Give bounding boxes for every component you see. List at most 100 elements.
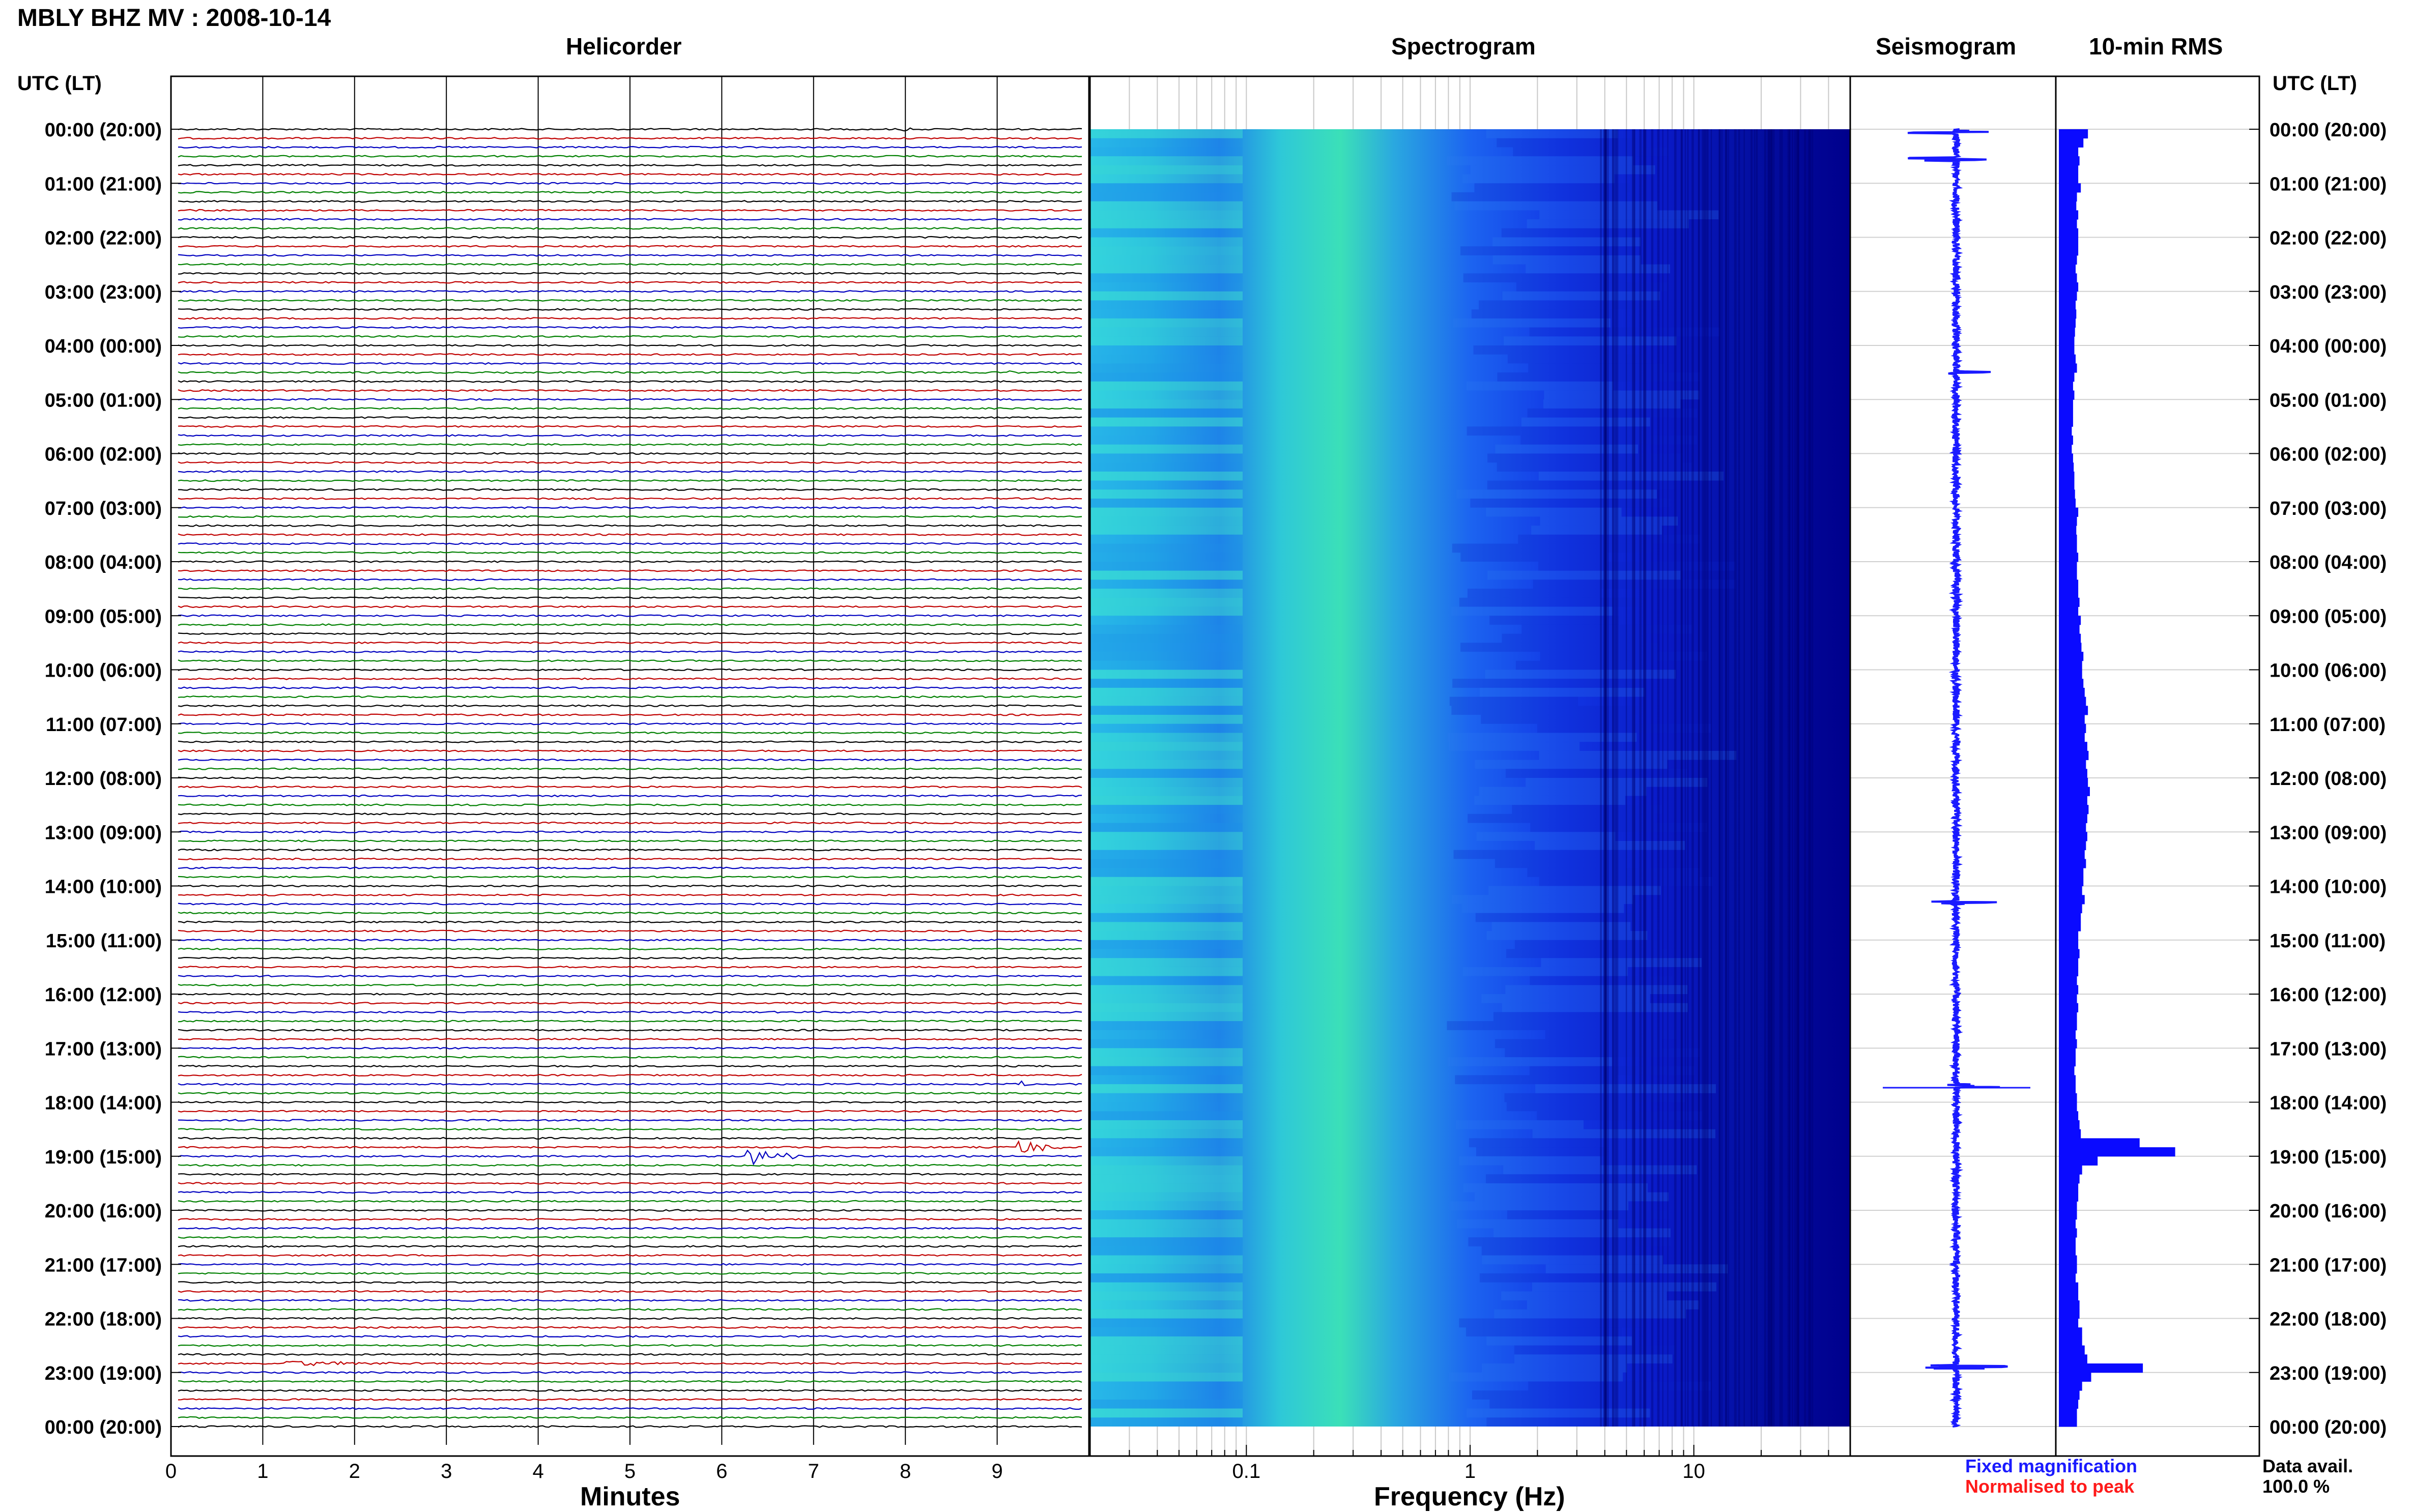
- helicorder-trace: [178, 353, 1082, 356]
- hour-label-left: 23:00 (19:00): [45, 1363, 162, 1384]
- spectrogram-midfreq-band: [1530, 823, 1708, 832]
- spectrogram-midfreq-band: [1514, 940, 1662, 949]
- rms-bar: [2059, 1282, 2079, 1292]
- spectrogram-lowfreq-band: [1090, 633, 1243, 643]
- rms-bar: [2059, 1237, 2076, 1247]
- spectrogram-lowfreq-band: [1090, 1264, 1243, 1273]
- spectrogram-midfreq-band: [1459, 1156, 1601, 1166]
- rms-bar: [2059, 696, 2086, 706]
- spectrogram-lowfreq-band: [1090, 1012, 1243, 1022]
- spectrogram-midfreq-band: [1474, 796, 1625, 805]
- helicorder-trace: [178, 172, 1082, 176]
- helicorder-trace: [178, 1173, 1082, 1176]
- spectrogram-lowfreq-band: [1090, 949, 1243, 958]
- helicorder-trace: [178, 659, 1082, 662]
- helicorder-trace: [178, 920, 1082, 924]
- spectrogram-lowfreq-band: [1090, 1354, 1243, 1364]
- helicorder-trace: [178, 542, 1082, 545]
- spectrogram-midfreq-band: [1502, 1003, 1688, 1012]
- helicorder-frame: [170, 75, 1090, 1457]
- spectrogram-midfreq-band: [1460, 246, 1630, 255]
- rms-bar: [2059, 931, 2079, 941]
- spectrogram-lowfreq-band: [1090, 850, 1243, 859]
- helicorder-trace: [178, 803, 1082, 806]
- helicorder-trace: [178, 731, 1082, 735]
- spectrogram-lowfreq-band: [1090, 1237, 1243, 1246]
- helicorder-trace: [178, 939, 1082, 942]
- spectrogram-midfreq-band: [1475, 760, 1668, 769]
- helicorder-trace: [178, 884, 1082, 888]
- spectrogram-midfreq-band: [1515, 660, 1646, 670]
- spectrogram-lowfreq-band: [1090, 1210, 1243, 1219]
- spectrogram-midfreq-band: [1505, 985, 1688, 994]
- spectrogram-lowfreq-band: [1090, 309, 1243, 318]
- rms-bar: [2059, 1201, 2077, 1211]
- spectrogram-lowfreq-band: [1090, 562, 1243, 571]
- hour-label-left: 15:00 (11:00): [46, 931, 162, 952]
- spectrogram-lowfreq-band: [1090, 138, 1243, 148]
- hour-label-left: 13:00 (09:00): [45, 822, 162, 844]
- helicorder-trace: [178, 281, 1082, 284]
- spectrogram-midfreq-band: [1468, 813, 1655, 823]
- helicorder-trace: [178, 614, 1082, 617]
- rms-bar: [2059, 597, 2080, 607]
- spectrogram-lowfreq-band: [1090, 796, 1243, 805]
- rms-bar: [2059, 129, 2088, 139]
- spectrogram-midfreq-band: [1506, 1102, 1635, 1112]
- helicorder-trace: [178, 686, 1082, 689]
- data-avail-label: Data avail.: [2262, 1456, 2353, 1476]
- spectrogram-lowfreq-band: [1090, 994, 1243, 1003]
- helicorder-trace: [178, 452, 1082, 455]
- helicorder-trace: [178, 407, 1082, 410]
- helicorder-trace: [178, 227, 1082, 230]
- hour-label-right: 17:00 (13:00): [2270, 1038, 2387, 1060]
- rms-bar: [2059, 345, 2075, 355]
- helicorder-trace: [178, 974, 1082, 978]
- spectrogram-lowfreq-band: [1090, 715, 1243, 724]
- spectrogram-midfreq-band: [1532, 1282, 1716, 1292]
- helicorder-trace: [178, 127, 1082, 132]
- rms-bar: [2059, 1354, 2087, 1364]
- helicorder-trace: [178, 380, 1082, 383]
- hour-label-left: 14:00 (10:00): [45, 877, 162, 898]
- hour-label-right: 16:00 (12:00): [2270, 984, 2387, 1006]
- spectrogram-midfreq-band: [1447, 156, 1633, 165]
- spectrogram-midfreq-band: [1505, 1048, 1701, 1057]
- spectrogram-midfreq-band: [1539, 877, 1713, 886]
- spectrogram-lowfreq-band: [1090, 1273, 1243, 1283]
- spectrogram-midfreq-band: [1486, 1417, 1624, 1427]
- rms-bar: [2059, 499, 2076, 508]
- minute-tick-label: 4: [532, 1460, 543, 1482]
- helicorder-trace: [178, 1416, 1082, 1419]
- helicorder-trace: [178, 1344, 1082, 1347]
- spectrogram-lowfreq-band: [1090, 823, 1243, 832]
- spectrogram-midfreq-band: [1527, 408, 1698, 418]
- spectrogram-lowfreq-band: [1090, 1147, 1243, 1156]
- rms-bar: [2059, 354, 2076, 364]
- rms-bar: [2059, 390, 2075, 400]
- spectrogram-midfreq-band: [1461, 904, 1624, 913]
- spectrogram-lowfreq-band: [1090, 570, 1243, 580]
- rms-bar: [2059, 706, 2088, 715]
- spectrogram-midfreq-band: [1463, 273, 1627, 283]
- helicorder-trace: [178, 200, 1082, 203]
- spectrogram-lowfreq-band: [1090, 1282, 1243, 1292]
- hour-label-left: 04:00 (00:00): [45, 336, 162, 357]
- spectrogram-lowfreq-band: [1090, 1336, 1243, 1346]
- spectrogram-lowfreq-band: [1090, 183, 1243, 192]
- spectrogram-midfreq-band: [1531, 526, 1662, 535]
- spectrogram-lowfreq-band: [1090, 1345, 1243, 1355]
- helicorder-trace: [178, 1281, 1082, 1284]
- spectrogram-lowfreq-band: [1090, 489, 1243, 499]
- spectrogram-midfreq-band: [1545, 1264, 1728, 1273]
- helicorder-trace: [178, 758, 1082, 762]
- rms-bar: [2059, 985, 2079, 995]
- hour-label-left: 05:00 (01:00): [45, 390, 162, 411]
- rms-bar: [2059, 940, 2079, 949]
- spectrogram-lowfreq-band: [1090, 273, 1243, 283]
- rms-bar: [2059, 300, 2076, 310]
- spectrogram-midfreq-band: [1504, 336, 1677, 345]
- rms-bar: [2059, 381, 2073, 391]
- hour-label-left: 10:00 (06:00): [45, 660, 162, 682]
- rms-bar: [2059, 1210, 2077, 1220]
